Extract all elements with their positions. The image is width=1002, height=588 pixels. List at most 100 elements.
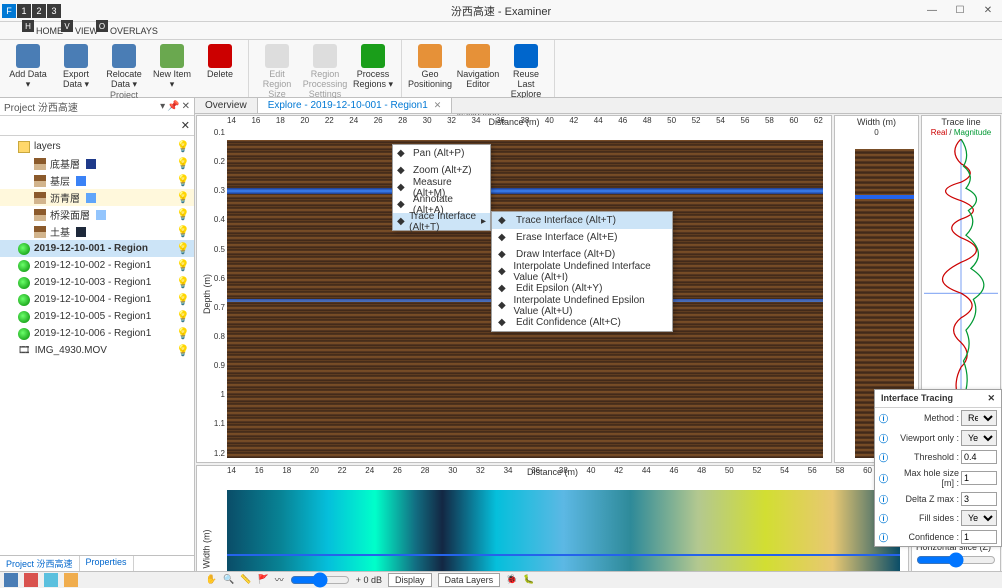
- ribbon-label: Geo Positioning: [408, 70, 452, 90]
- color-chip: [86, 193, 96, 203]
- bug-icon[interactable]: 🐞: [506, 574, 517, 585]
- submenu-item[interactable]: ◆Trace Interface (Alt+T): [492, 212, 672, 229]
- tab-project[interactable]: Project 汾西高速: [0, 556, 80, 571]
- bug-icon[interactable]: 🐛: [523, 574, 534, 585]
- bulb-icon[interactable]: 💡: [176, 157, 190, 170]
- document-tab[interactable]: Explore - 2019-12-10-001 - Region1✕: [258, 98, 453, 113]
- search-input[interactable]: [0, 118, 177, 133]
- close-icon[interactable]: ✕: [987, 393, 995, 404]
- tracing-input[interactable]: [961, 492, 997, 506]
- trace-icon[interactable]: 〰: [275, 573, 284, 586]
- display-button[interactable]: Display: [388, 573, 432, 587]
- tree-row[interactable]: 2019-12-10-006 - Region1💡: [0, 325, 194, 342]
- info-icon[interactable]: ⓘ: [879, 493, 888, 506]
- tracing-input[interactable]: [961, 471, 997, 485]
- ribbon-button[interactable]: Add Data ▾: [6, 42, 50, 90]
- tree-row[interactable]: 底基層💡: [0, 155, 194, 172]
- bulb-icon[interactable]: 💡: [176, 242, 190, 255]
- status-icon[interactable]: [64, 573, 78, 587]
- bulb-icon[interactable]: 💡: [176, 191, 190, 204]
- data-layers-button[interactable]: Data Layers: [438, 573, 501, 587]
- trace-legend: Real / Magnitude: [922, 128, 1000, 137]
- tree-row[interactable]: 2019-12-10-001 - Region💡: [0, 240, 194, 257]
- info-icon[interactable]: ⓘ: [879, 472, 888, 485]
- bulb-icon[interactable]: 💡: [176, 276, 190, 289]
- tracing-select[interactable]: Real: [961, 410, 997, 426]
- menu-home[interactable]: H HOME: [36, 22, 63, 39]
- zoom-icon[interactable]: 🔍: [223, 574, 234, 585]
- bulb-icon[interactable]: 💡: [176, 140, 190, 153]
- plan-slice-image[interactable]: [227, 490, 900, 571]
- bulb-icon[interactable]: 💡: [176, 344, 190, 357]
- tree-row[interactable]: 2019-12-10-005 - Region1💡: [0, 308, 194, 325]
- tree-row[interactable]: 2019-12-10-004 - Region1💡: [0, 291, 194, 308]
- minimize-button[interactable]: —: [918, 1, 946, 21]
- titlebar: F 1 2 3 汾西高速 - Examiner — ☐ ✕: [0, 0, 1002, 22]
- submenu-item[interactable]: ◆Edit Confidence (Alt+C): [492, 314, 672, 331]
- bulb-icon[interactable]: 💡: [176, 310, 190, 323]
- maximize-button[interactable]: ☐: [946, 1, 974, 21]
- tracing-input[interactable]: [961, 530, 997, 544]
- dropdown-icon[interactable]: ▾: [160, 101, 165, 112]
- document-tab[interactable]: Overview: [195, 98, 258, 113]
- qa-1[interactable]: 1: [17, 4, 31, 18]
- ribbon-button[interactable]: New Item ▾: [150, 42, 194, 90]
- tracing-select[interactable]: Yes: [961, 510, 997, 526]
- ribbon-button[interactable]: Relocate Data ▾: [102, 42, 146, 90]
- tab-close-icon[interactable]: ✕: [434, 100, 442, 111]
- info-icon[interactable]: ⓘ: [879, 451, 888, 464]
- tick: 38: [559, 466, 568, 478]
- tree-row[interactable]: 桥梁面層💡: [0, 206, 194, 223]
- pan-icon[interactable]: ✋: [206, 574, 217, 585]
- submenu-item[interactable]: ◆Erase Interface (Alt+E): [492, 229, 672, 246]
- qa-3[interactable]: 3: [47, 4, 61, 18]
- annotate-icon[interactable]: 🚩: [258, 574, 269, 585]
- tick: 14: [227, 116, 236, 128]
- tree-row[interactable]: 2019-12-10-002 - Region1💡: [0, 257, 194, 274]
- info-icon[interactable]: ⓘ: [879, 432, 888, 445]
- info-icon[interactable]: ⓘ: [879, 531, 888, 544]
- bulb-icon[interactable]: 💡: [176, 259, 190, 272]
- bulb-icon[interactable]: 💡: [176, 174, 190, 187]
- info-icon[interactable]: ⓘ: [879, 512, 888, 525]
- ribbon-button[interactable]: Export Data ▾: [54, 42, 98, 90]
- menu-view[interactable]: V VIEW: [75, 22, 98, 39]
- tree-row[interactable]: 🎞IMG_4930.MOV💡: [0, 342, 194, 359]
- pin-icon[interactable]: 📌: [167, 101, 179, 112]
- submenu-item[interactable]: ◆Interpolate Undefined Epsilon Value (Al…: [492, 297, 672, 314]
- document-tabs: OverviewExplore - 2019-12-10-001 - Regio…: [195, 98, 1002, 114]
- layer-icon: [34, 175, 46, 187]
- status-icon[interactable]: [44, 573, 58, 587]
- tree-row[interactable]: layers💡: [0, 138, 194, 155]
- bulb-icon[interactable]: 💡: [176, 293, 190, 306]
- tab-properties[interactable]: Properties: [80, 556, 134, 571]
- status-icon[interactable]: [24, 573, 38, 587]
- bulb-icon[interactable]: 💡: [176, 327, 190, 340]
- qa-file-icon[interactable]: F: [2, 4, 16, 18]
- tree-row[interactable]: 沥青層💡: [0, 189, 194, 206]
- tree-row[interactable]: 土基💡: [0, 223, 194, 240]
- gain-slider[interactable]: [290, 572, 350, 588]
- clear-icon[interactable]: ✕: [177, 119, 194, 132]
- bulb-icon[interactable]: 💡: [176, 225, 190, 238]
- menu-icon: ◆: [397, 199, 409, 211]
- close-button[interactable]: ✕: [974, 1, 1002, 21]
- tick: 52: [752, 466, 761, 478]
- context-menu-item[interactable]: ◆Pan (Alt+P): [393, 145, 490, 162]
- ribbon-button[interactable]: Process Regions ▾: [351, 42, 395, 100]
- tree-row[interactable]: 基层💡: [0, 172, 194, 189]
- info-icon[interactable]: ⓘ: [879, 412, 888, 425]
- tracing-select[interactable]: Yes: [961, 430, 997, 446]
- submenu-item[interactable]: ◆Interpolate Undefined Interface Value (…: [492, 263, 672, 280]
- measure-icon[interactable]: 📏: [240, 574, 251, 585]
- tree-row[interactable]: 2019-12-10-003 - Region1💡: [0, 274, 194, 291]
- tracing-input[interactable]: [961, 450, 997, 464]
- status-icon[interactable]: [4, 573, 18, 587]
- qa-2[interactable]: 2: [32, 4, 46, 18]
- ribbon-button[interactable]: Delete: [198, 42, 242, 90]
- slice-slider[interactable]: [916, 552, 996, 568]
- close-icon[interactable]: ✕: [182, 101, 190, 112]
- menu-overlays[interactable]: O OVERLAYS: [110, 22, 158, 39]
- bulb-icon[interactable]: 💡: [176, 208, 190, 221]
- context-menu-item[interactable]: ◆Trace Interface (Alt+T)▸: [393, 213, 490, 230]
